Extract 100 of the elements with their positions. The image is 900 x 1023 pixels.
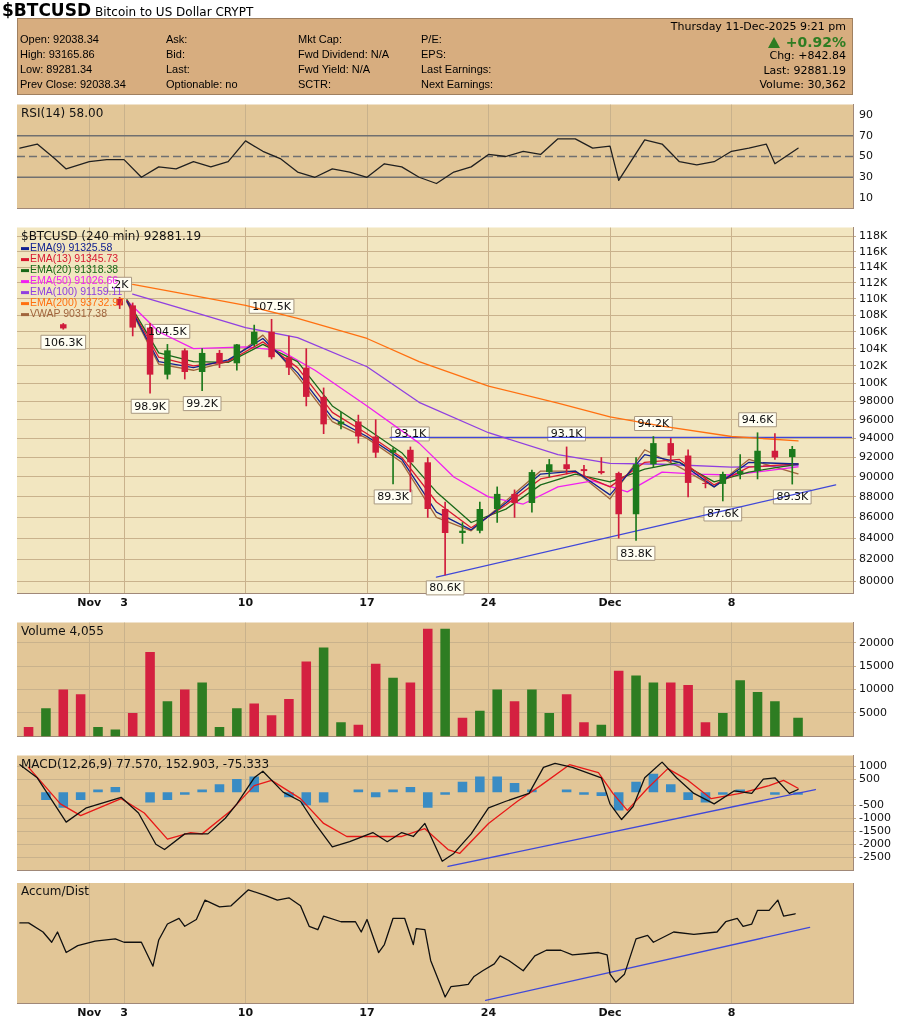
- y-tick-label: 110K: [859, 291, 888, 305]
- chart-title: Accum/Dist: [21, 884, 90, 899]
- y-tick-label: 88000: [859, 489, 894, 503]
- annotation: 106.3K: [43, 335, 84, 349]
- y-tick-label: 84000: [859, 531, 894, 545]
- bar: [718, 712, 728, 737]
- bar: [58, 689, 69, 737]
- y-tick-label: 70: [859, 128, 873, 142]
- y-tick-label: 116K: [859, 244, 888, 258]
- bar: [110, 786, 121, 793]
- text: Thursday 11-Dec-2025 9:21 pm: [670, 20, 846, 35]
- bar: [232, 779, 242, 793]
- bar: [405, 786, 416, 793]
- annotation: 93.1K: [550, 427, 584, 441]
- x-tick-label: 24: [480, 1006, 497, 1020]
- bar: [770, 701, 780, 737]
- bar: [440, 792, 450, 795]
- y-tick-label: 1000: [859, 758, 887, 772]
- bar: [457, 781, 468, 793]
- x-tick-label: 3: [120, 1006, 128, 1020]
- bar: [613, 670, 624, 737]
- y-tick-label: 80000: [859, 574, 894, 588]
- bar: [214, 727, 225, 737]
- x-tick-label: 17: [359, 596, 375, 610]
- bar: [683, 792, 693, 800]
- y-tick-label: 500: [859, 771, 880, 785]
- legend-label: EMA(20) 91318.38: [30, 263, 119, 276]
- bar: [127, 712, 138, 737]
- y-tick-label: 90: [859, 107, 873, 121]
- x-tick-label: Nov: [77, 596, 103, 610]
- bar: [249, 703, 259, 737]
- x-tick-label: 17: [359, 1006, 375, 1020]
- y-tick-label: -2500: [859, 850, 891, 864]
- text: Fwd Yield: N/A: [298, 63, 372, 77]
- text: Next Earnings:: [421, 78, 495, 92]
- bar: [180, 792, 190, 795]
- x-tick-label: 3: [120, 596, 128, 610]
- text: Chg: +842.84: [768, 49, 846, 64]
- x-tick-label: 8: [727, 596, 736, 610]
- y-tick-label: 82000: [859, 552, 894, 566]
- text: Last:: [166, 63, 191, 77]
- chart-title: $BTCUSD (240 min) 92881.19: [21, 228, 202, 243]
- bar: [214, 784, 225, 793]
- y-tick-label: -2000: [859, 837, 891, 851]
- legend-label: VWAP 90317.38: [30, 307, 108, 320]
- y-tick-label: 30: [859, 170, 873, 184]
- bar: [232, 708, 242, 737]
- text: Open: 92038.34: [20, 33, 100, 47]
- bar: [683, 684, 693, 737]
- bar: [110, 729, 121, 737]
- text: Last Earnings:: [421, 63, 493, 77]
- bar: [180, 689, 190, 737]
- bar: [509, 701, 520, 737]
- annotation: 89.3K: [776, 490, 809, 504]
- bar: [145, 652, 155, 737]
- bar: [370, 792, 381, 798]
- text: Low: 89281.34: [20, 63, 94, 77]
- text: Bid:: [166, 48, 186, 62]
- annotation: 99.2K: [186, 396, 219, 410]
- annotation: 80.6K: [429, 581, 462, 595]
- x-tick-label: 10: [237, 596, 254, 610]
- y-tick-label: 106K: [859, 324, 888, 338]
- bar: [75, 792, 86, 800]
- text: P/E:: [421, 33, 443, 47]
- x-tick-label: 8: [727, 1006, 736, 1020]
- y-tick-label: 90000: [859, 469, 894, 483]
- bar: [475, 776, 485, 793]
- bar: [718, 792, 728, 795]
- bar: [631, 781, 641, 793]
- text: Last: 92881.19: [762, 63, 846, 78]
- y-tick-label: 118K: [859, 229, 888, 243]
- y-tick-label: 96000: [859, 412, 894, 426]
- y-tick-label: 98000: [859, 394, 894, 408]
- y-tick-label: 5000: [859, 705, 887, 719]
- bar: [405, 682, 416, 737]
- bar: [318, 647, 329, 737]
- bar: [318, 792, 329, 803]
- y-tick-label: -1000: [859, 811, 891, 825]
- bar: [162, 792, 173, 800]
- x-tick-label: Dec: [598, 596, 622, 610]
- x-tick-label: Nov: [77, 1006, 103, 1020]
- bar: [509, 783, 520, 793]
- bar: [440, 628, 450, 737]
- text: EPS:: [421, 48, 448, 62]
- bar: [423, 792, 433, 808]
- y-tick-label: -1500: [859, 824, 891, 838]
- text: Volume: 30,362: [758, 78, 846, 93]
- bar: [492, 689, 502, 737]
- bar: [388, 677, 398, 737]
- bar: [579, 722, 589, 737]
- legend-label: EMA(9) 91325.58: [30, 241, 113, 254]
- bar: [75, 694, 86, 737]
- bar: [162, 701, 173, 737]
- bar: [544, 712, 555, 737]
- bar: [145, 792, 155, 803]
- bar: [492, 776, 502, 793]
- bar: [457, 717, 468, 737]
- annotation: 107.5K: [252, 299, 292, 313]
- bar: [336, 722, 346, 737]
- y-tick-label: 104K: [859, 341, 888, 355]
